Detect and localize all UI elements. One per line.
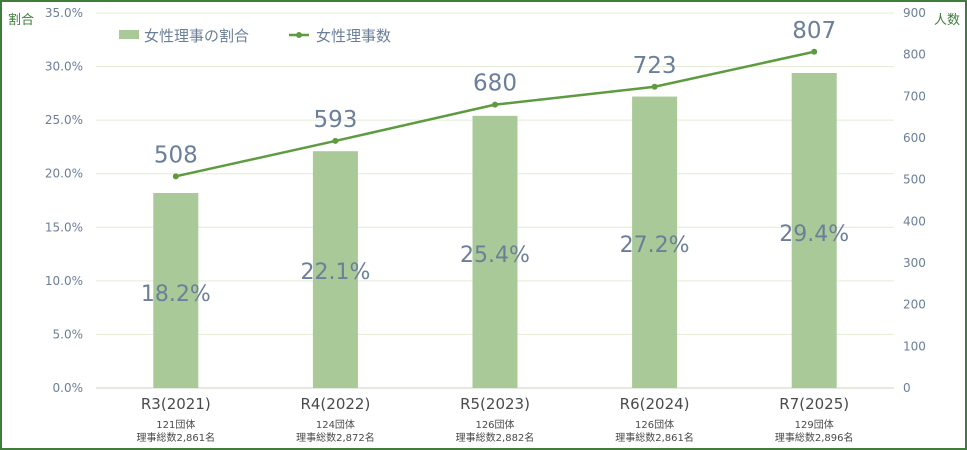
legend-bar-label: 女性理事の割合: [144, 27, 249, 45]
left-tick-label: 20.0%: [45, 167, 83, 181]
count-data-label: 807: [792, 18, 836, 44]
bar: [153, 193, 199, 388]
legend-bar-swatch: [119, 30, 139, 39]
percent-data-label: 22.1%: [300, 260, 370, 285]
percent-data-label: 29.4%: [779, 222, 849, 247]
right-tick-label: 600: [903, 131, 926, 145]
count-data-label: 508: [154, 142, 198, 168]
count-data-label: 593: [313, 107, 357, 133]
category-note-total-directors: 理事総数2,882名: [456, 431, 535, 444]
left-tick-label: 35.0%: [45, 6, 83, 20]
left-axis-ticks: 0.0% 5.0% 10.0% 15.0% 20.0% 25.0% 30.0% 35.0%: [45, 6, 83, 395]
percent-data-label: 25.4%: [460, 243, 530, 268]
percent-data-label: 18.2%: [141, 282, 211, 307]
right-tick-label: 400: [903, 214, 926, 228]
left-tick-label: 0.0%: [53, 381, 84, 395]
data-labels: 508 593 680 723 807 18.2% 22.1% 25.4% 27.2% 29.4%: [141, 18, 849, 307]
line-point: [332, 137, 339, 144]
right-tick-label: 900: [903, 6, 926, 20]
category-note-org-count: 129団体: [795, 419, 834, 431]
count-data-label: 680: [473, 71, 517, 97]
category-note-org-count: 124団体: [316, 419, 355, 431]
category-label: R3(2021): [141, 395, 211, 413]
category-label: R7(2025): [779, 395, 849, 413]
bar: [791, 73, 837, 388]
bar: [312, 151, 358, 388]
right-tick-label: 700: [903, 89, 926, 103]
line-point: [651, 83, 658, 90]
right-tick-label: 500: [903, 173, 926, 187]
line-point: [811, 48, 818, 55]
legend-line-marker: [296, 32, 302, 38]
right-tick-label: 300: [903, 256, 926, 270]
right-axis-ticks: 0 100 200 300 400 500 600 700 800 900: [903, 6, 926, 395]
line-point: [492, 101, 498, 108]
category-label: R5(2023): [460, 395, 530, 413]
right-tick-label: 200: [903, 298, 926, 312]
right-tick-label: 0: [903, 381, 911, 395]
left-axis-title: 割合: [8, 12, 34, 28]
right-tick-label: 800: [903, 48, 926, 62]
category-note-total-directors: 理事総数2,872名: [296, 431, 375, 444]
category-note-org-count: 126団体: [475, 419, 514, 431]
legend: 女性理事の割合 女性理事数: [119, 27, 391, 45]
bar: [632, 96, 678, 389]
category-note-total-directors: 理事総数2,861名: [615, 431, 694, 444]
right-axis-title: 人数: [934, 13, 960, 28]
count-data-label: 723: [633, 53, 677, 79]
category-note-org-count: 121団体: [156, 419, 195, 431]
category-label: R4(2022): [300, 395, 370, 413]
right-tick-label: 100: [903, 339, 926, 353]
category-note-total-directors: 理事総数2,896名: [775, 431, 854, 444]
line-series: [172, 48, 818, 180]
category-note-org-count: 126団体: [635, 419, 674, 431]
left-tick-label: 25.0%: [45, 113, 83, 127]
bar-series: [153, 73, 837, 389]
left-tick-label: 15.0%: [45, 220, 83, 234]
left-tick-label: 30.0%: [45, 60, 83, 74]
line-point: [172, 173, 179, 180]
legend-line-label: 女性理事数: [316, 27, 391, 45]
category-label: R6(2024): [620, 395, 690, 413]
percent-data-label: 27.2%: [620, 233, 690, 258]
left-tick-label: 10.0%: [45, 274, 83, 288]
category-note-total-directors: 理事総数2,861名: [136, 431, 215, 444]
bar: [472, 115, 518, 388]
left-tick-label: 5.0%: [53, 327, 84, 341]
category-labels: R3(2021)121団体理事総数2,861名R4(2022)124団体理事総数…: [136, 395, 853, 444]
